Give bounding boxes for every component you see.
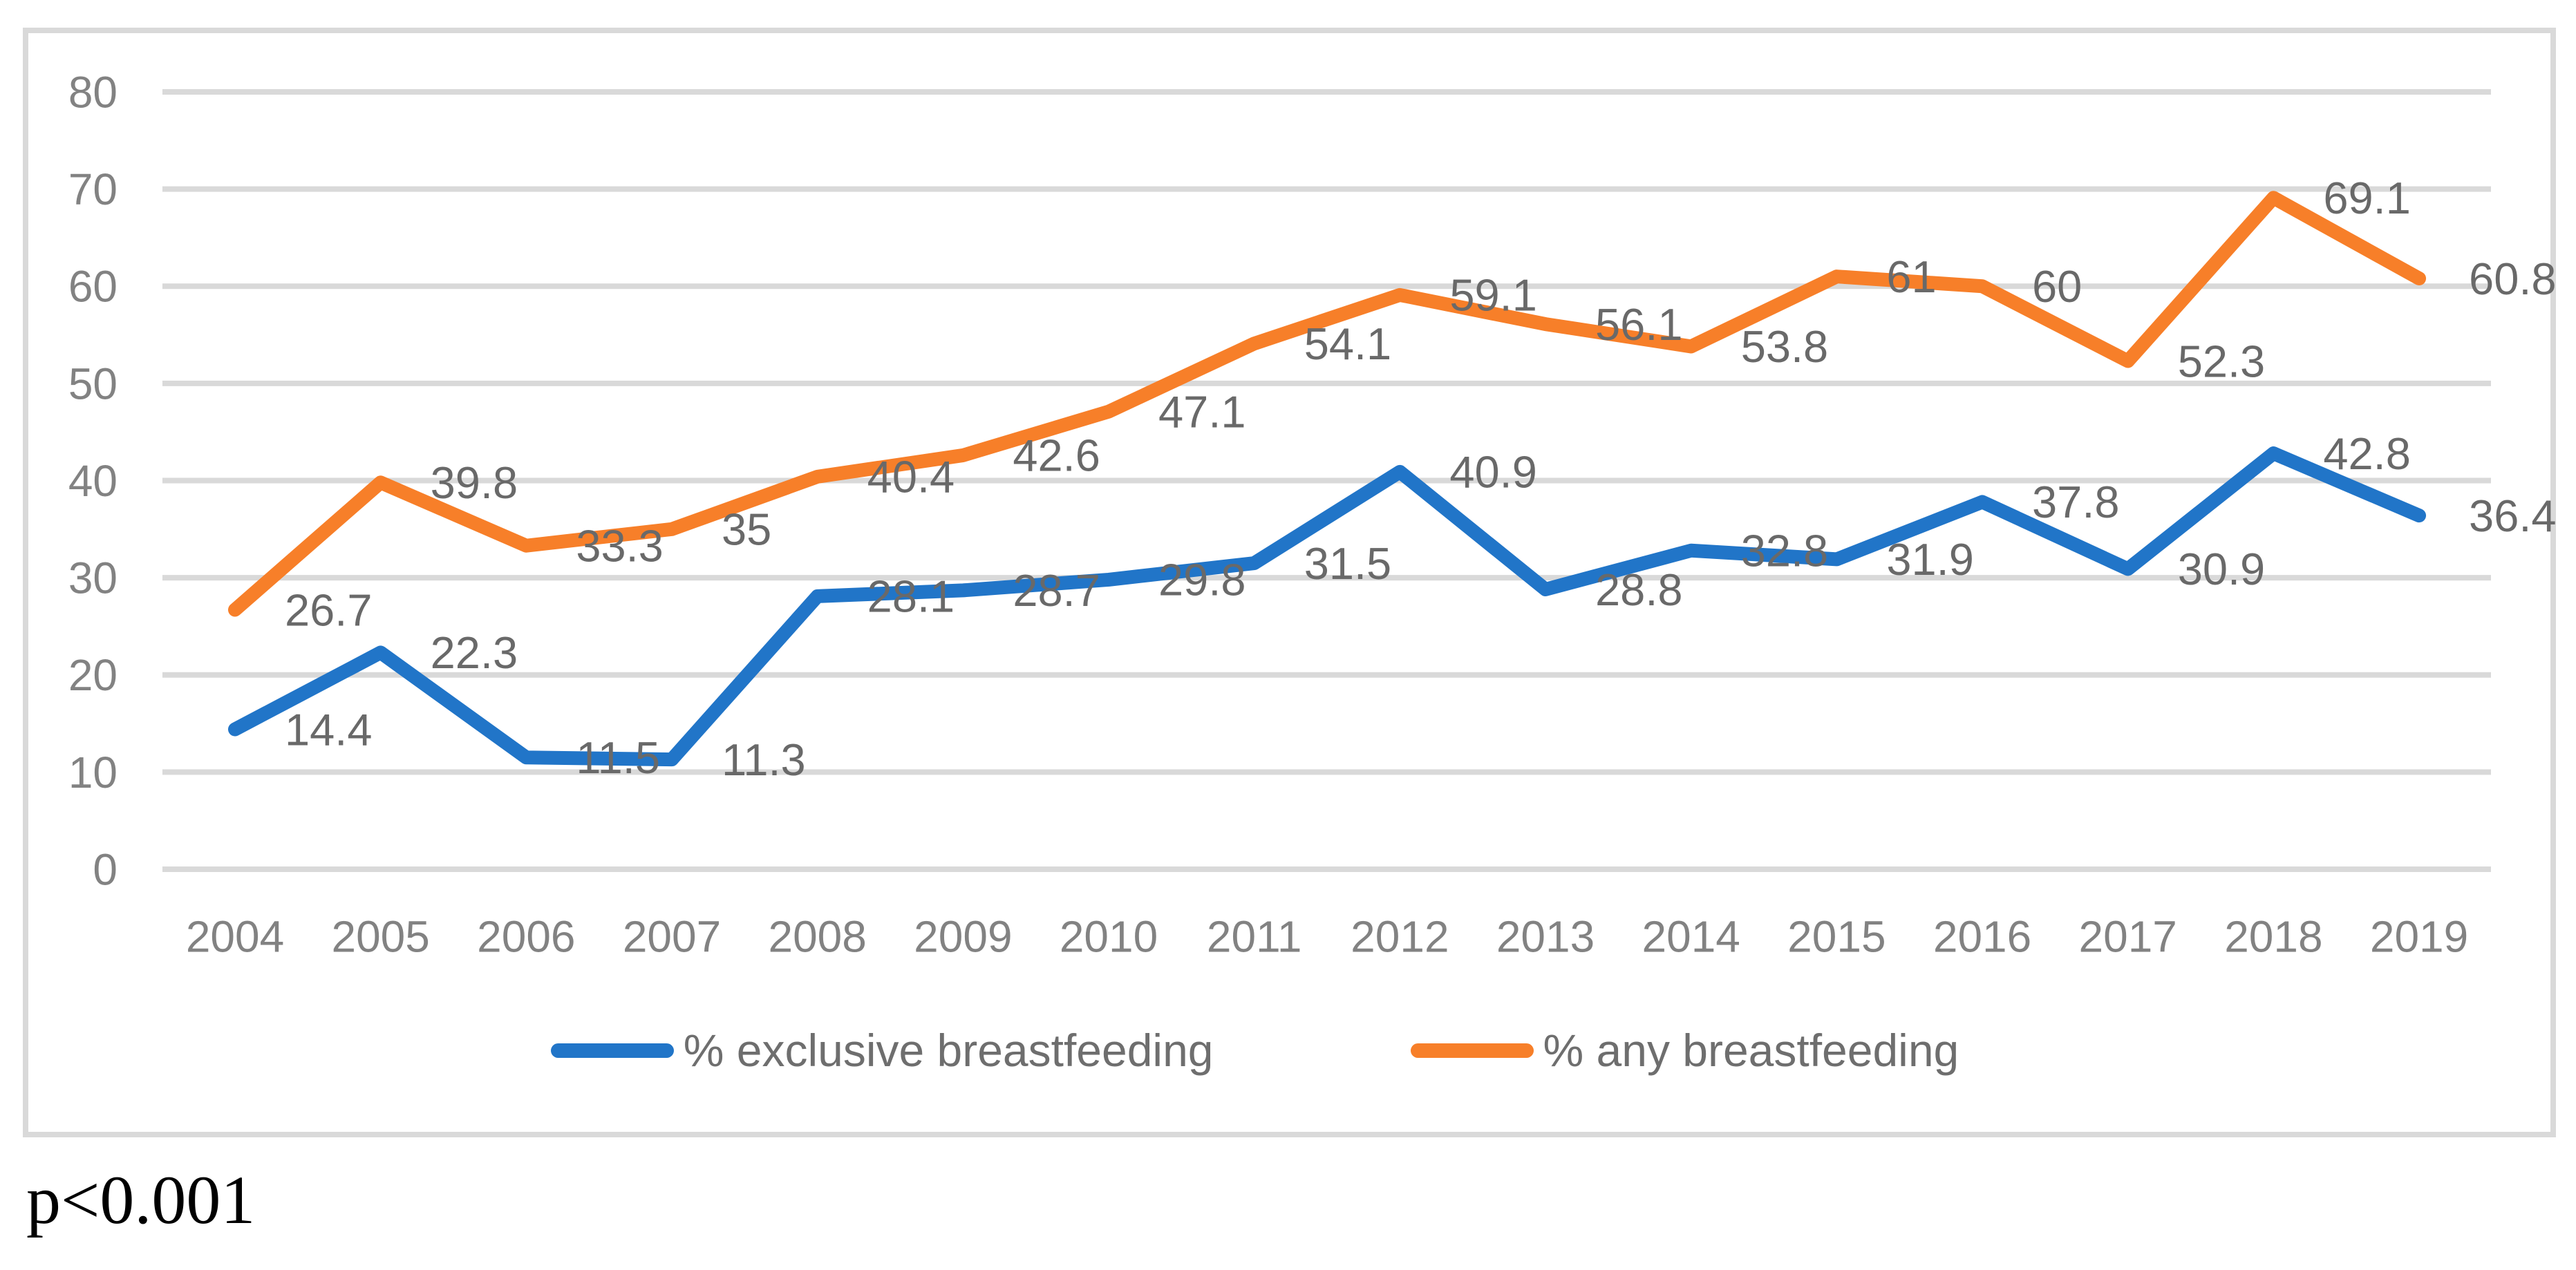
p-value-annotation: p<0.001: [26, 1162, 256, 1238]
chart-legend: % exclusive breastfeeding % any breastfe…: [0, 1027, 2543, 1073]
chart-frame: [23, 28, 2556, 1137]
legend-label-exclusive-breastfeeding: % exclusive breastfeeding: [683, 1025, 1214, 1076]
legend-marker-any-breastfeeding: [1410, 1043, 1534, 1058]
legend-label-any-breastfeeding: % any breastfeeding: [1543, 1025, 1959, 1076]
legend-item: % exclusive breastfeeding: [550, 1025, 1214, 1076]
legend-marker-exclusive-breastfeeding: [550, 1043, 674, 1058]
legend-item: % any breastfeeding: [1410, 1025, 1959, 1076]
